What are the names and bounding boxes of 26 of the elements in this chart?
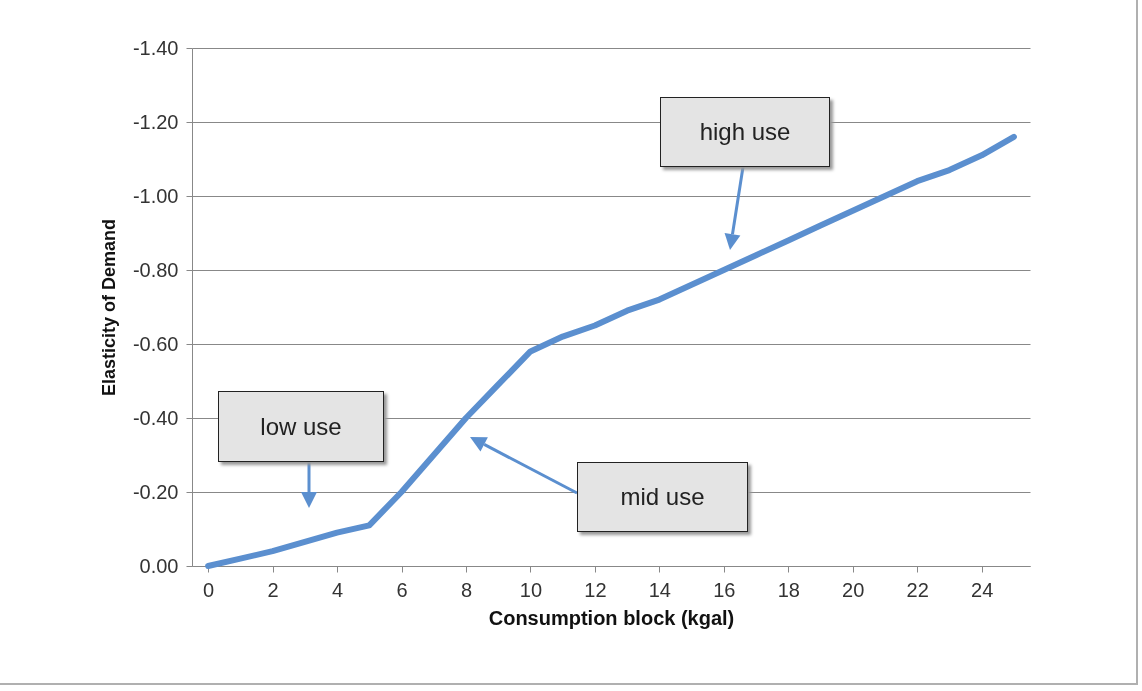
y-tick-label: -1.40 [132,36,179,59]
y-tick-label: -0.60 [132,332,179,355]
x-tick-label: 22 [906,578,929,601]
x-tick-label: 20 [842,578,865,601]
x-axis-title: Consumption block (kgal) [488,606,735,629]
y-tick-label: 0.00 [139,554,179,577]
y-axis-title: Elasticity of Demand [98,218,119,397]
callout-box: low use [218,391,384,462]
callout-box: mid use [577,462,748,532]
x-tick-label: 2 [267,578,279,601]
x-tick-label: 16 [713,578,736,601]
y-tick-label: -1.00 [132,184,179,207]
x-tick-label: 18 [777,578,800,601]
x-tick-label: 6 [396,578,408,601]
callout-box: high use [660,97,830,167]
x-tick-label: 8 [460,578,473,601]
y-tick-label: -0.20 [132,480,179,503]
y-tick-label: -0.80 [132,258,179,281]
x-tick-label: 0 [203,578,215,601]
x-tick-label: 12 [584,578,607,601]
x-tick-label: 14 [648,578,671,601]
x-tick-label: 10 [519,578,543,601]
x-tick-label: 24 [971,578,994,601]
x-tick-label: 4 [331,578,344,601]
y-tick-label: -0.40 [132,406,179,429]
y-tick-label: -1.20 [132,110,179,133]
